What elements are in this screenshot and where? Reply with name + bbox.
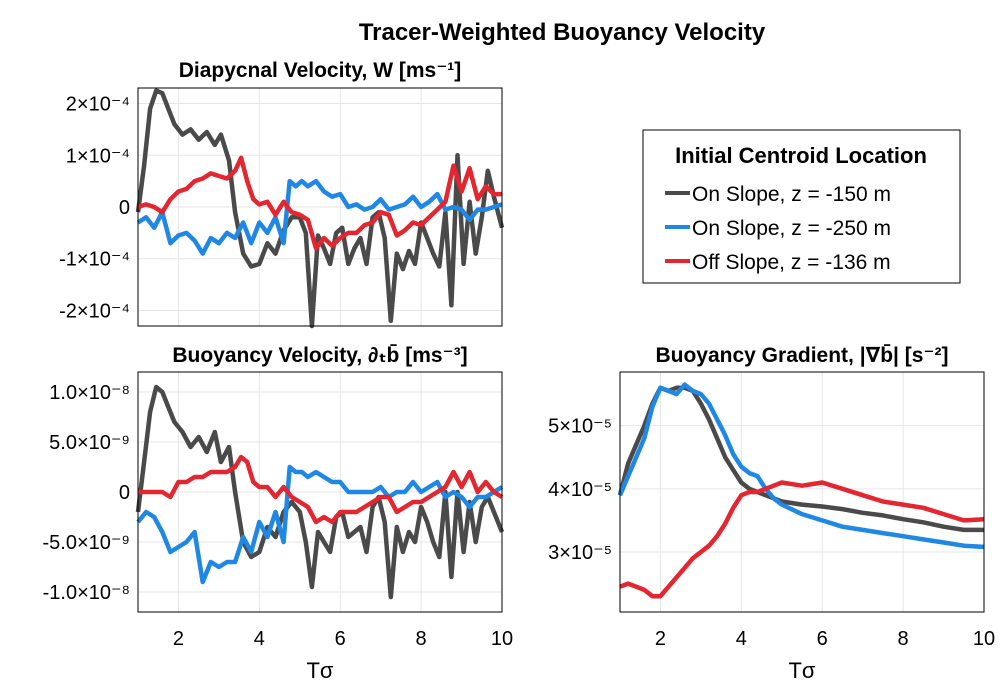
xtick-label: 10 xyxy=(973,628,995,650)
panel-buoyancy-gradient: Buoyancy Gradient, |∇b̄| [s⁻²] 5×10⁻⁵ 4×1… xyxy=(548,344,995,683)
figure-title: Tracer-Weighted Buoyancy Velocity xyxy=(359,19,766,46)
ytick-label: -1×10⁻⁴ xyxy=(59,249,130,271)
ytick-label: 0 xyxy=(119,197,130,219)
ytick-labels-buoyancy-gradient: 5×10⁻⁵ 4×10⁻⁵ 3×10⁻⁵ xyxy=(548,416,612,564)
ytick-label: -5.0×10⁻⁹ xyxy=(42,532,130,554)
plot-frame-buoyancy-velocity xyxy=(137,371,503,613)
xtick-label: 8 xyxy=(898,628,909,650)
plot-frame-diapycnal xyxy=(137,87,503,327)
panel-title-diapycnal: Diapycnal Velocity, W [ms⁻¹] xyxy=(179,59,462,82)
grid-buoyancy-gradient xyxy=(620,372,984,612)
grid-diapycnal xyxy=(138,88,502,326)
series-line-1 xyxy=(136,178,503,256)
series-line-0 xyxy=(135,88,505,329)
series-line-2 xyxy=(138,454,504,525)
xtick-label: 2 xyxy=(173,628,184,650)
series-lines-buoyancy-gradient xyxy=(617,382,985,599)
xtick-labels-buoyancy-velocity: 2 4 6 8 10 xyxy=(173,628,513,650)
xtick-label: 4 xyxy=(736,628,747,650)
ytick-label: 0 xyxy=(119,482,130,504)
legend-label-off-slope-136: Off Slope, z = -136 m xyxy=(692,251,891,274)
ytick-label: 2×10⁻⁴ xyxy=(66,94,130,116)
ytick-label: 3×10⁻⁵ xyxy=(548,542,612,564)
ytick-label: 1×10⁻⁴ xyxy=(66,145,130,167)
legend: Initial Centroid Location On Slope, z = … xyxy=(642,129,961,284)
ytick-label: 5.0×10⁻⁹ xyxy=(49,432,130,454)
legend-box xyxy=(642,129,961,284)
xaxis-label-buoyancy-velocity: Tσ xyxy=(306,658,333,683)
xtick-label: 6 xyxy=(817,628,828,650)
ytick-label: -2×10⁻⁴ xyxy=(59,300,130,322)
ytick-label: 4×10⁻⁵ xyxy=(548,479,612,501)
legend-title: Initial Centroid Location xyxy=(675,143,927,168)
xaxis-label-buoyancy-gradient: Tσ xyxy=(788,658,815,683)
panel-buoyancy-velocity: Buoyancy Velocity, ∂ₜb̄ [ms⁻³] 1.0×10⁻⁸ 5… xyxy=(42,344,513,683)
ytick-label: -1.0×10⁻⁸ xyxy=(43,582,130,604)
ytick-labels-diapycnal: 2×10⁻⁴ 1×10⁻⁴ 0 -1×10⁻⁴ -2×10⁻⁴ xyxy=(59,94,130,323)
series-lines-diapycnal xyxy=(135,88,505,329)
series-line-1 xyxy=(617,382,985,550)
xtick-label: 4 xyxy=(254,628,265,650)
xtick-label: 8 xyxy=(416,628,427,650)
xtick-label: 2 xyxy=(655,628,666,650)
series-line-0 xyxy=(135,384,505,600)
series-lines-buoyancy-velocity xyxy=(135,384,505,600)
series-line-1 xyxy=(136,464,504,585)
panel-title-buoyancy-gradient: Buoyancy Gradient, |∇b̄| [s⁻²] xyxy=(655,344,948,367)
plot-frame-buoyancy-gradient xyxy=(619,371,985,613)
ytick-labels-buoyancy-velocity: 1.0×10⁻⁸ 5.0×10⁻⁹ 0 -5.0×10⁻⁹ -1.0×10⁻⁸ xyxy=(42,382,130,604)
legend-label-on-slope-250: On Slope, z = -250 m xyxy=(692,217,891,240)
ytick-label: 5×10⁻⁵ xyxy=(548,416,612,438)
panel-title-buoyancy-velocity: Buoyancy Velocity, ∂ₜb̄ [ms⁻³] xyxy=(172,344,467,367)
xtick-labels-buoyancy-gradient: 2 4 6 8 10 xyxy=(655,628,995,650)
xtick-label: 10 xyxy=(491,628,513,650)
legend-label-on-slope-150: On Slope, z = -150 m xyxy=(692,183,891,206)
ytick-label: 1.0×10⁻⁸ xyxy=(49,382,130,404)
series-line-2 xyxy=(137,155,502,251)
panel-diapycnal-velocity: Diapycnal Velocity, W [ms⁻¹] 2×10⁻⁴ 1×10⁻… xyxy=(59,59,505,329)
series-line-2 xyxy=(619,480,985,599)
xtick-label: 6 xyxy=(335,628,346,650)
